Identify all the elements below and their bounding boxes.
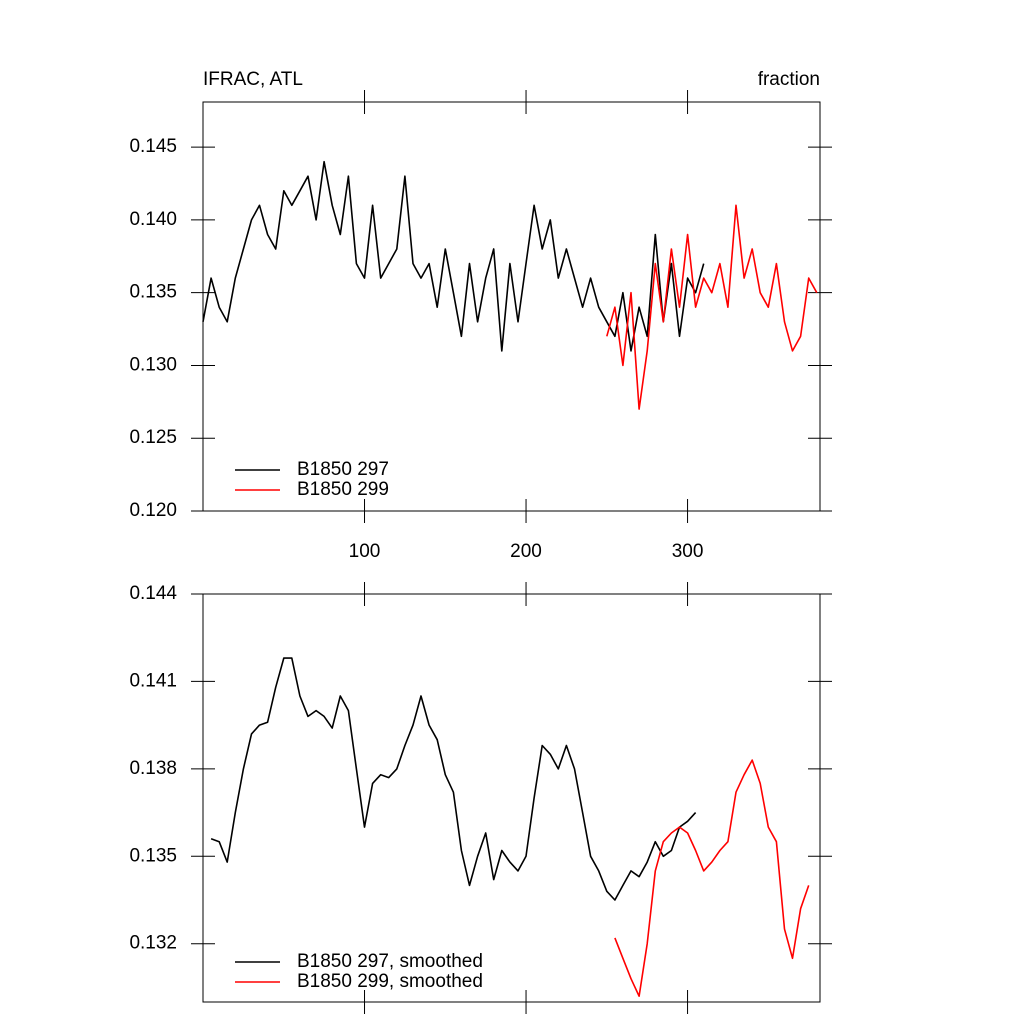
y-tick-label: 0.132 — [129, 933, 177, 954]
y-tick-label: 0.144 — [129, 583, 177, 604]
data-line — [614, 759, 810, 997]
y-tick-label: 0.138 — [129, 758, 177, 779]
legend-label: B1850 297, smoothed — [297, 951, 483, 972]
x-tick-label: 100 — [349, 541, 381, 562]
y-tick-label: 0.125 — [129, 427, 177, 448]
y-tick-label: 0.145 — [129, 136, 177, 157]
data-line — [606, 204, 818, 410]
data-line — [210, 657, 697, 901]
legend-label: B1850 299, smoothed — [297, 971, 483, 992]
legend-label: B1850 299 — [297, 479, 389, 500]
data-line — [202, 160, 705, 352]
units-label: fraction — [758, 69, 820, 90]
y-tick-label: 0.130 — [129, 354, 177, 375]
y-tick-label: 0.135 — [129, 282, 177, 303]
y-tick-label: 0.140 — [129, 209, 177, 230]
x-tick-label: 200 — [510, 541, 542, 562]
y-tick-label: 0.135 — [129, 845, 177, 866]
chart-title: IFRAC, ATL — [203, 69, 303, 90]
plot-frame — [202, 101, 821, 512]
plot-frame — [202, 593, 821, 1003]
y-tick-label: 0.120 — [129, 500, 177, 521]
x-tick-label: 300 — [672, 541, 704, 562]
legend-label: B1850 297 — [297, 459, 389, 480]
y-tick-label: 0.141 — [129, 670, 177, 691]
